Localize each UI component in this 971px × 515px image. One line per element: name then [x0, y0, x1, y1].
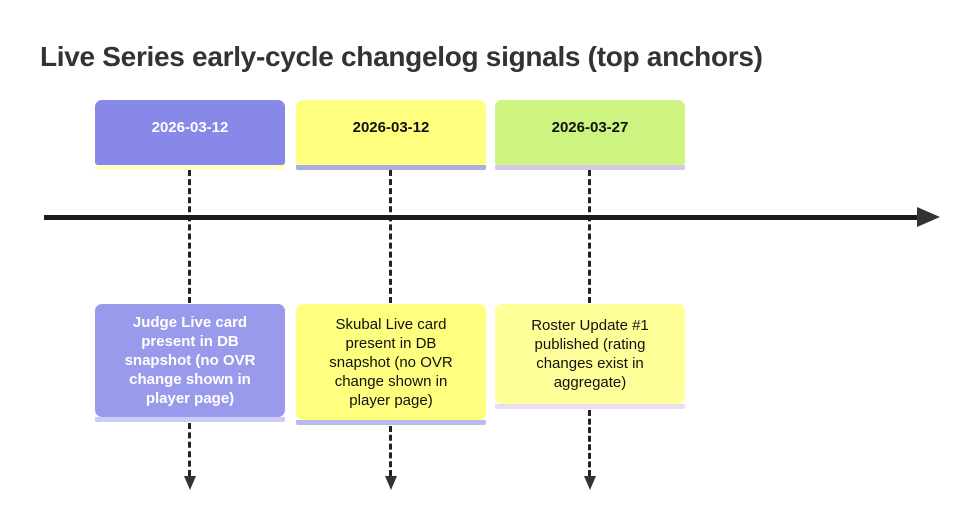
description-box-shadow-strip	[296, 420, 486, 425]
connector-dashed-line	[389, 426, 392, 476]
event-date-box: 2026-03-27	[495, 100, 685, 165]
date-box-shadow-strip	[95, 165, 285, 170]
event-date: 2026-03-27	[551, 119, 629, 136]
description-box-shadow-strip	[495, 404, 685, 409]
event-date: 2026-03-12	[151, 119, 229, 136]
event-description: Skubal Live card present in DB snapshot …	[329, 315, 453, 409]
right-arrowhead-icon	[917, 207, 940, 227]
connector-dashed-line	[588, 410, 591, 476]
down-arrowhead-icon	[184, 476, 196, 490]
event-description: Judge Live card present in DB snapshot (…	[124, 314, 256, 407]
date-box-shadow-strip	[296, 165, 486, 170]
event-description-box: Roster Update #1 published (rating chang…	[495, 304, 685, 404]
timeline-axis	[44, 215, 919, 220]
connector-dashed-line	[188, 423, 191, 476]
connector-dashed-line	[588, 170, 591, 303]
down-arrowhead-icon	[385, 476, 397, 490]
diagram-title: Live Series early-cycle changelog signal…	[40, 41, 763, 72]
event-date: 2026-03-12	[352, 119, 430, 136]
event-description-box: Judge Live card present in DB snapshot (…	[95, 304, 285, 417]
date-box-shadow-strip	[495, 165, 685, 170]
event-description: Roster Update #1 published (rating chang…	[531, 317, 649, 391]
event-description-box: Skubal Live card present in DB snapshot …	[296, 304, 486, 420]
event-date-box: 2026-03-12	[296, 100, 486, 165]
connector-dashed-line	[389, 170, 392, 303]
event-date-box: 2026-03-12	[95, 100, 285, 165]
description-box-shadow-strip	[95, 417, 285, 422]
connector-dashed-line	[188, 170, 191, 303]
down-arrowhead-icon	[584, 476, 596, 490]
